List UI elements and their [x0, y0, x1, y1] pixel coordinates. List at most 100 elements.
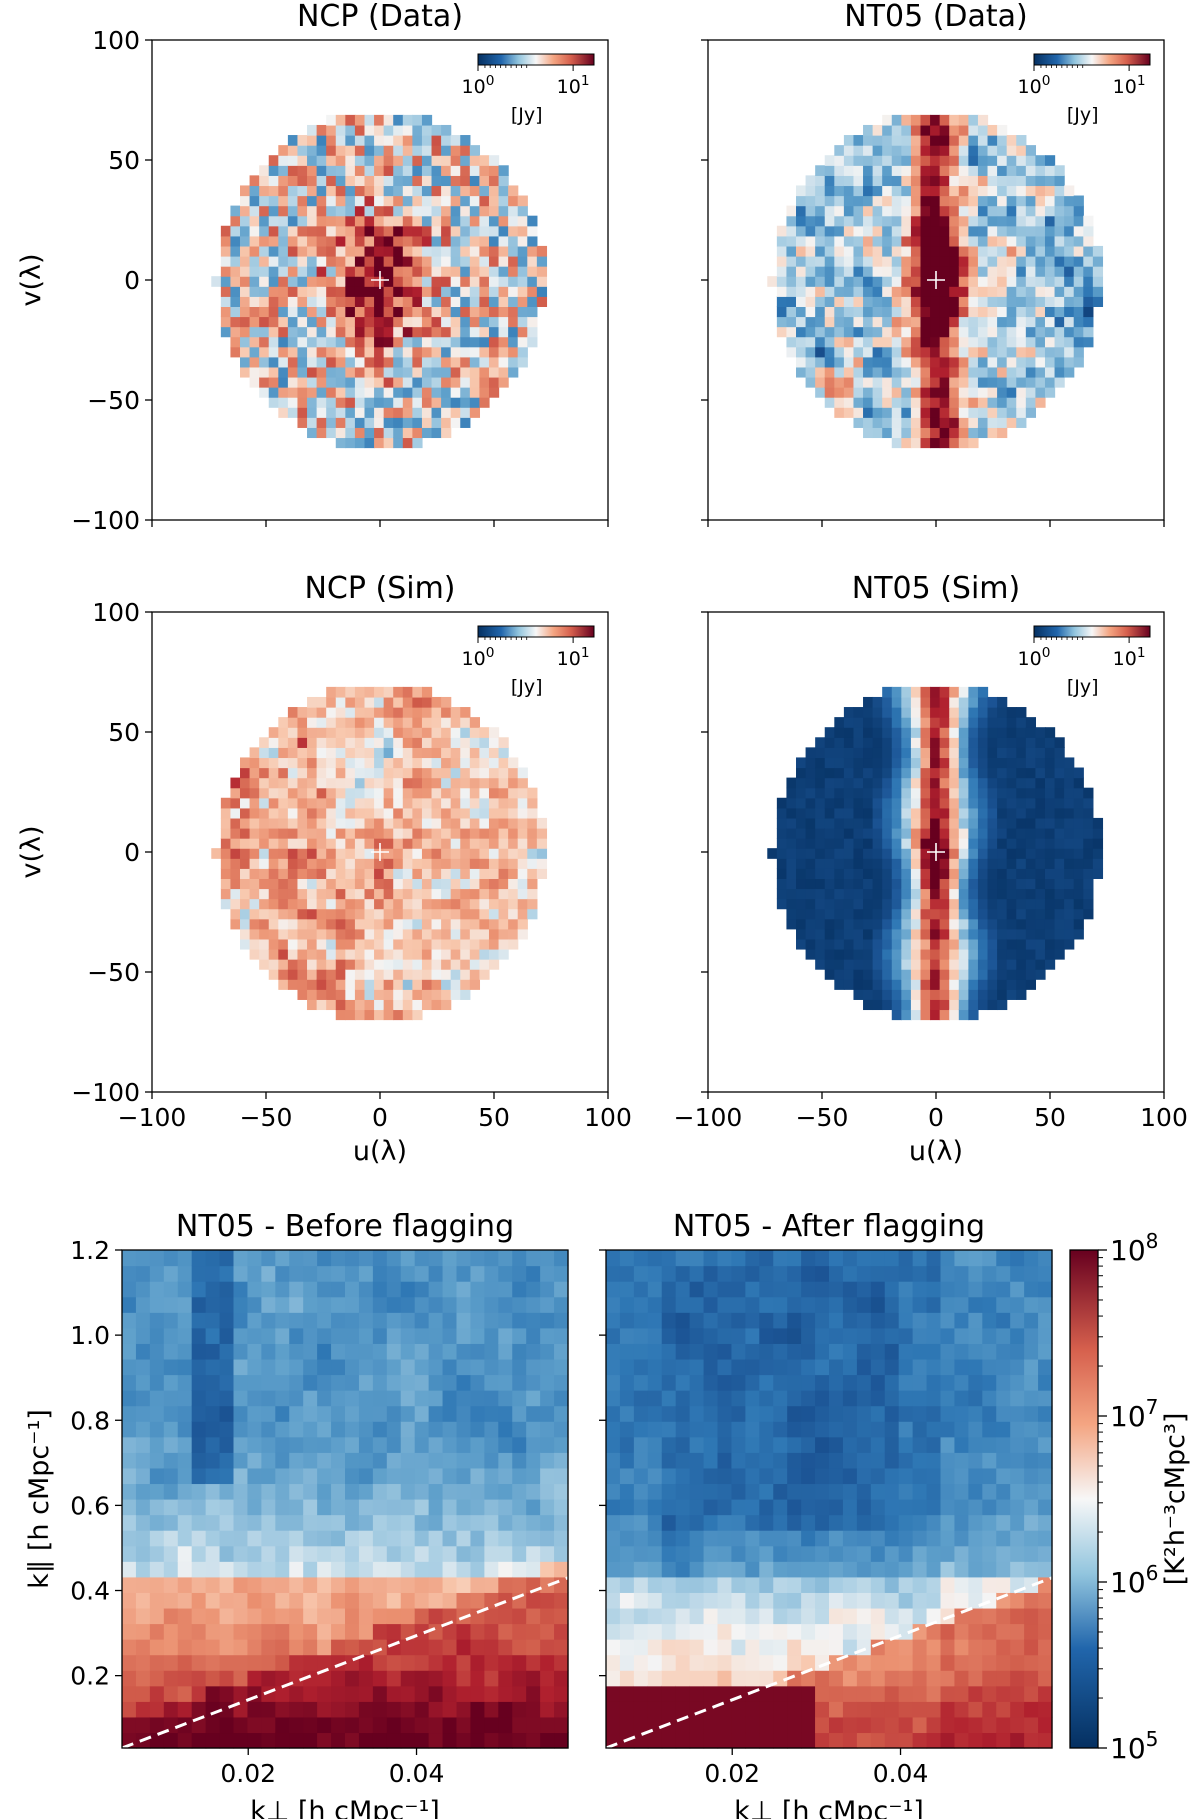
heatmap-cell	[275, 1654, 290, 1671]
heatmap-cell	[205, 1265, 221, 1282]
heatmap-cell	[335, 276, 346, 287]
heatmap-cell	[498, 767, 509, 779]
heatmap-cell	[205, 1607, 221, 1625]
heatmap-cell	[527, 296, 538, 307]
heatmap-cell	[219, 1483, 235, 1500]
heatmap-cell	[402, 256, 413, 267]
heatmap-cell	[1054, 376, 1065, 388]
heatmap-cell	[364, 838, 375, 849]
heatmap-cell	[345, 1483, 360, 1500]
heatmap-cell	[414, 1327, 430, 1344]
heatmap-cell	[307, 185, 318, 197]
heatmap-cell	[431, 707, 442, 718]
heatmap-cell	[949, 707, 960, 718]
heatmap-cell	[335, 195, 346, 207]
heatmap-cell	[675, 1421, 691, 1438]
heatmap-cell	[647, 1312, 663, 1329]
heatmap-cell	[815, 175, 826, 187]
heatmap-cell	[268, 757, 279, 769]
heatmap-cell	[824, 397, 835, 408]
heatmap-cell	[1044, 959, 1056, 970]
heatmap-cell	[469, 807, 481, 819]
heatmap-cell	[470, 1421, 485, 1438]
heatmap-cell	[930, 948, 941, 960]
heatmap-cell	[920, 938, 931, 950]
heatmap-cell	[149, 1265, 165, 1282]
heatmap-cell	[307, 124, 318, 136]
x-axis-label: u(λ)	[909, 1136, 963, 1167]
heatmap-cell	[393, 757, 404, 769]
heatmap-cell	[345, 787, 356, 799]
heatmap-cell	[939, 155, 950, 166]
heatmap-cell	[872, 979, 883, 990]
heatmap-cell	[364, 346, 375, 358]
heatmap-cell	[1044, 918, 1056, 930]
heatmap-cell	[412, 757, 423, 769]
heatmap-cell	[278, 938, 289, 950]
heatmap-cell	[383, 165, 394, 176]
heatmap-cell	[498, 276, 509, 287]
heatmap-cell	[882, 124, 893, 136]
heatmap-cell	[619, 1436, 635, 1453]
heatmap-cell	[345, 245, 356, 257]
heatmap-cell	[958, 757, 969, 769]
heatmap-cell	[372, 1514, 388, 1531]
heatmap-cell	[354, 767, 366, 779]
heatmap-cell	[450, 195, 461, 207]
heatmap-cell	[431, 717, 442, 728]
heatmap-cell	[364, 979, 375, 990]
heatmap-cell	[824, 336, 835, 348]
heatmap-cell	[815, 326, 826, 338]
heatmap-cell	[297, 908, 308, 920]
heatmap-cell	[1073, 286, 1084, 297]
heatmap-cell	[303, 1639, 318, 1656]
heatmap-cell	[930, 1009, 941, 1021]
heatmap-cell	[278, 757, 289, 769]
heatmap-cell	[796, 757, 807, 769]
heatmap-cell	[815, 366, 826, 378]
heatmap-cell	[307, 155, 318, 166]
heatmap-cells	[767, 686, 1104, 1021]
heatmap-cell	[364, 366, 375, 378]
heatmap-cell	[479, 296, 490, 307]
heatmap-cell	[326, 215, 337, 227]
heatmap-cell	[997, 717, 1008, 728]
heatmap-cell	[1083, 336, 1094, 348]
heatmap-cell	[326, 989, 337, 1000]
heatmap-cell	[268, 195, 279, 207]
heatmap-cell	[1073, 235, 1084, 247]
heatmap-cell	[997, 918, 1008, 930]
heatmap-cell	[910, 266, 922, 277]
heatmap-cell	[393, 124, 404, 136]
heatmap-cell	[930, 336, 941, 348]
heatmap-cell	[383, 225, 394, 237]
heatmap-cell	[240, 777, 251, 789]
heatmap-cell	[335, 999, 346, 1011]
heatmap-cell	[354, 266, 366, 277]
heatmap-cell	[470, 1312, 485, 1329]
heatmap-cell	[997, 989, 1008, 1000]
heatmap-cell	[431, 848, 442, 859]
heatmap-cell	[1025, 727, 1037, 738]
heatmap-cell	[689, 1639, 705, 1656]
heatmap-cell	[345, 717, 356, 728]
heatmap-cell	[149, 1530, 165, 1547]
heatmap-cell	[402, 205, 413, 217]
heatmap-cell	[930, 114, 941, 126]
heatmap-cell	[412, 114, 423, 126]
heatmap-cell	[987, 878, 998, 890]
heatmap-cell	[805, 296, 816, 307]
heatmap-cell	[901, 938, 912, 950]
heatmap-cell	[939, 225, 950, 237]
heatmap-cell	[278, 878, 289, 890]
heatmap-cell	[853, 366, 864, 378]
heatmap-cell	[824, 848, 835, 859]
heatmap-cell	[786, 266, 797, 277]
heatmap-cell	[997, 838, 1008, 849]
heatmap-cell	[233, 1514, 249, 1531]
heatmap-cell	[675, 1576, 691, 1593]
heatmap-cell	[275, 1607, 290, 1625]
heatmap-cell	[428, 1281, 444, 1298]
heatmap-cell	[949, 848, 960, 859]
heatmap-cell	[968, 225, 979, 237]
